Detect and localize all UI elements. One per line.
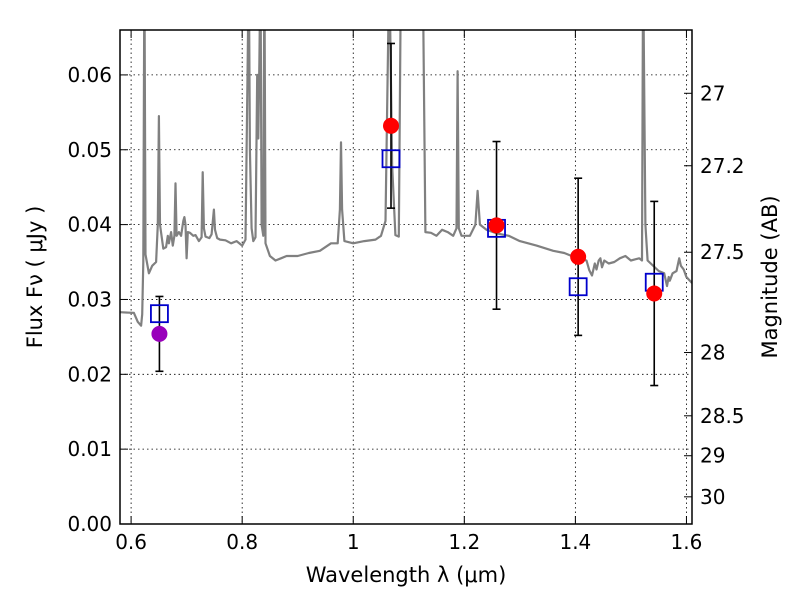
- model-sed-path: [120, 30, 692, 327]
- observed-point: [383, 117, 400, 134]
- y2-tick-label: 27.2: [700, 154, 745, 178]
- x-tick-label: 1.6: [671, 530, 703, 554]
- model-photometry-point: [150, 304, 169, 324]
- axis-ticks: [120, 30, 692, 525]
- errorbars: [155, 42, 659, 387]
- x-tick-label: 0.8: [226, 530, 258, 554]
- y-tick-label: 0.04: [67, 213, 112, 237]
- observed-point: [646, 285, 663, 302]
- x-tick-label: 1: [347, 530, 360, 554]
- y2-tick-label: 27: [700, 81, 725, 105]
- model-photometry-point: [381, 149, 401, 169]
- plot-frame: [119, 29, 693, 525]
- observed-point: [488, 217, 505, 234]
- x-tick-label: 1.2: [448, 530, 480, 554]
- y-tick-label: 0.02: [67, 362, 112, 386]
- axis-tick-labels: 0.6 0.8 1 1.2 1.4 1.6 0.00 0.01 0.02 0.03 0.04 0.05…: [67, 63, 744, 554]
- y2-tick-label: 30: [700, 485, 725, 509]
- y2-tick-label: 29: [700, 444, 725, 468]
- y-tick-label: 0.00: [67, 512, 112, 536]
- observed-photometry-markers: [151, 117, 663, 342]
- x-tick-label: 1.4: [559, 530, 591, 554]
- y2-tick-label: 27.5: [700, 240, 745, 264]
- y-tick-label: 0.01: [67, 437, 112, 461]
- observed-point: [151, 325, 168, 342]
- grid-lines: [120, 30, 692, 525]
- y-tick-label: 0.06: [67, 63, 112, 87]
- x-tick-label: 0.6: [115, 530, 147, 554]
- model-sed-line: [120, 30, 692, 327]
- y2-tick-label: 28.5: [700, 404, 745, 428]
- observed-point: [570, 248, 587, 265]
- y2-axis-label: Magnitude (AB): [758, 195, 782, 358]
- x-axis-label: Wavelength λ (μm): [306, 563, 507, 587]
- model-photometry-markers: [150, 149, 664, 324]
- model-photometry-point: [568, 277, 588, 297]
- y2-tick-label: 28: [700, 341, 725, 365]
- y-tick-label: 0.05: [67, 138, 112, 162]
- y-tick-label: 0.03: [67, 287, 112, 311]
- y-axis-label: Flux Fν ( μJy ): [23, 206, 47, 349]
